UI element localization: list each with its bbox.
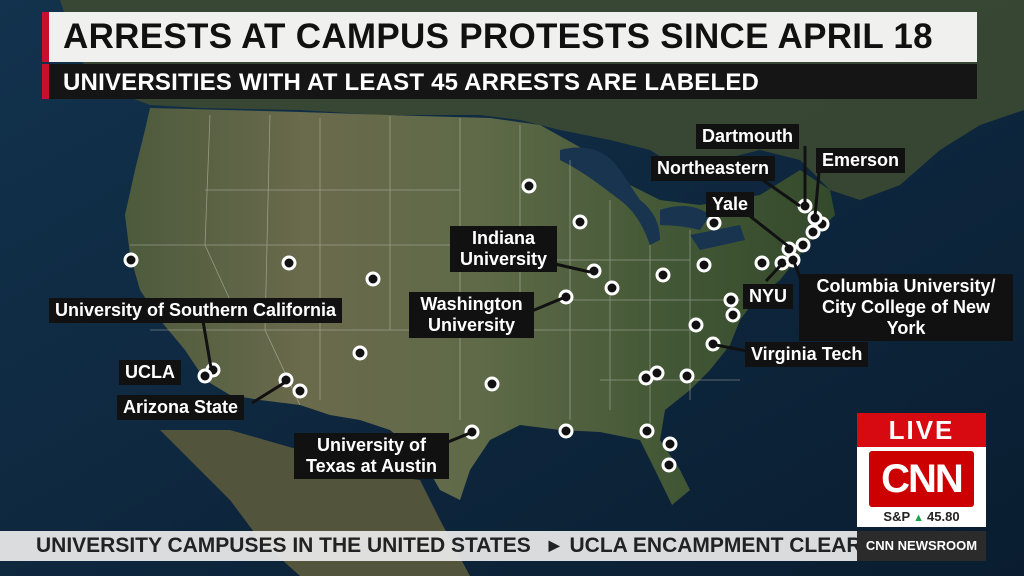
- marker-dot: [696, 257, 712, 273]
- marker-dot: [558, 289, 574, 305]
- label-dartmouth: Dartmouth: [696, 124, 799, 149]
- label-usc: University of Southern California: [49, 298, 343, 323]
- marker-dot: [725, 307, 741, 323]
- live-badge: LIVE: [857, 413, 986, 447]
- label-emerson: Emerson: [816, 148, 906, 173]
- marker-dot: [679, 368, 695, 384]
- stock-readout: S&P ▲ 45.80: [857, 509, 986, 524]
- marker-dot: [572, 214, 588, 230]
- marker-dot: [464, 424, 480, 440]
- up-arrow-icon: ▲: [913, 512, 925, 524]
- marker-dot: [706, 215, 722, 231]
- marker-dot: [123, 252, 139, 268]
- marker-dot: [365, 271, 381, 287]
- label-northeastern: Northeastern: [651, 156, 776, 181]
- label-ut-austin: University of Texas at Austin: [294, 433, 449, 479]
- ticker-item: UNIVERSITY CAMPUSES IN THE UNITED STATES: [36, 534, 531, 557]
- marker-dot: [723, 292, 739, 308]
- marker-dot: [754, 255, 770, 271]
- marker-dot: [688, 317, 704, 333]
- label-indiana-university: Indiana University: [450, 226, 557, 272]
- stock-name: S&P: [883, 509, 911, 524]
- logo-panel: CNN S&P ▲ 45.80: [857, 447, 986, 527]
- marker-dot: [639, 423, 655, 439]
- campus-markers: [123, 178, 830, 473]
- page-title: ARRESTS AT CAMPUS PROTESTS SINCE APRIL 1…: [63, 17, 933, 56]
- label-ucla: UCLA: [119, 360, 181, 385]
- marker-dot: [281, 255, 297, 271]
- great-lakes: [560, 147, 745, 250]
- marker-dot: [705, 336, 721, 352]
- ticker-text: UNIVERSITY CAMPUSES IN THE UNITED STATES…: [36, 534, 857, 558]
- marker-dot: [484, 376, 500, 392]
- label-yale: Yale: [706, 192, 755, 217]
- show-name: CNN NEWSROOM: [857, 531, 986, 561]
- page-subtitle: UNIVERSITIES WITH AT LEAST 45 ARRESTS AR…: [63, 69, 760, 96]
- marker-dot: [521, 178, 537, 194]
- play-arrow-icon: ▶: [548, 537, 560, 553]
- stock-value: 45.80: [927, 509, 960, 524]
- marker-dot: [352, 345, 368, 361]
- marker-dot: [604, 280, 620, 296]
- news-ticker: UNIVERSITY CAMPUSES IN THE UNITED STATES…: [0, 531, 857, 561]
- subtitle-banner: UNIVERSITIES WITH AT LEAST 45 ARRESTS AR…: [42, 64, 977, 99]
- label-nyu: NYU: [743, 284, 794, 309]
- marker-dot: [655, 267, 671, 283]
- marker-dot: [805, 224, 821, 240]
- leader-lines: [201, 146, 821, 444]
- marker-dot: [795, 237, 811, 253]
- marker-dot: [662, 436, 678, 452]
- label-washington-university: Washington University: [409, 292, 534, 338]
- network-bug: LIVE CNN S&P ▲ 45.80 CNN NEWSROOM: [857, 413, 986, 561]
- cnn-logo: CNN: [869, 451, 974, 507]
- marker-dot: [558, 423, 574, 439]
- label-arizona-state: Arizona State: [117, 395, 245, 420]
- marker-dot: [661, 457, 677, 473]
- marker-dot: [292, 383, 308, 399]
- marker-dot: [649, 365, 665, 381]
- label-virginia-tech: Virginia Tech: [745, 342, 869, 367]
- title-banner: ARRESTS AT CAMPUS PROTESTS SINCE APRIL 1…: [42, 12, 977, 62]
- marker-dot: [197, 368, 213, 384]
- label-columbia: Columbia University/ City College of New…: [799, 274, 1013, 341]
- ticker-item: UCLA ENCAMPMENT CLEARED: [569, 534, 857, 557]
